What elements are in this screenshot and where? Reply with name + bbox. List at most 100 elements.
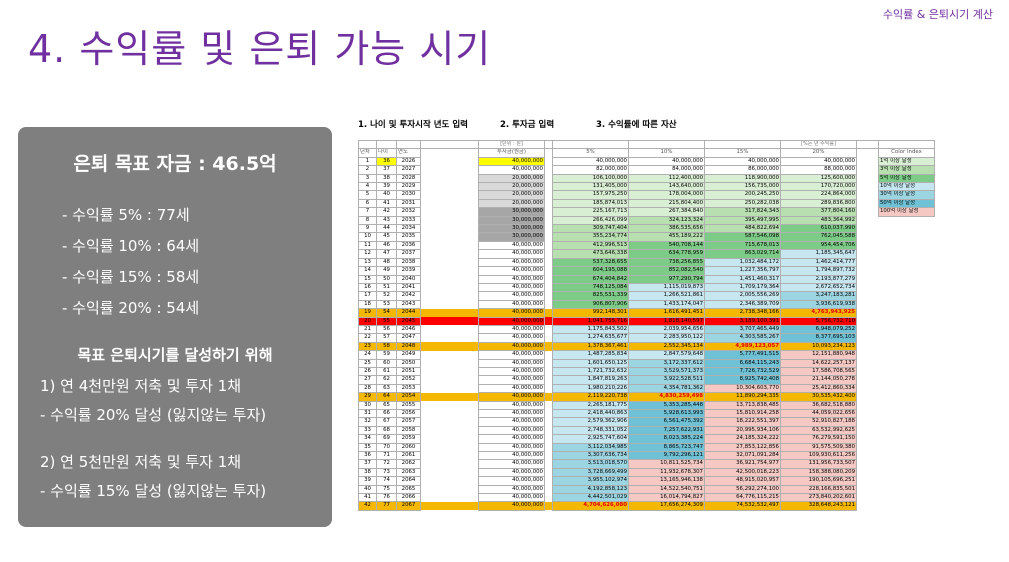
row-investment: 40,000,000 (478, 501, 545, 511)
row-value: 1,032,484,172 (704, 257, 781, 268)
row-age: 53 (376, 299, 397, 310)
table-row: 25 60 2050 40,000,000 1,601,650,125 3,172,337… (358, 358, 935, 368)
row-value: 74,532,532,497 (704, 501, 781, 511)
row-investment: 40,000,000 (478, 451, 545, 461)
row-value: 131,405,000 (552, 182, 629, 192)
row-value: 906,807,906 (552, 299, 629, 310)
row-index: 13 (358, 257, 377, 268)
row-value: 1,601,650,125 (552, 358, 629, 368)
row-value: 24,185,324,222 (704, 434, 781, 444)
summary-box: 은퇴 목표 자금 : 46.5억 - 수익률 5% : 77세 - 수익률 10… (18, 127, 332, 527)
row-value: 8,925,742,408 (704, 375, 781, 385)
row-investment: 40,000,000 (478, 308, 545, 318)
row-value: 1,709,179,364 (704, 282, 781, 293)
row-year: 2032 (396, 207, 421, 217)
row-year: 2060 (396, 442, 421, 453)
row-investment: 40,000,000 (478, 400, 545, 411)
row-value: 674,404,842 (552, 274, 629, 284)
row-investment: 40,000,000 (478, 408, 545, 419)
row-value: 2,925,747,604 (552, 434, 629, 444)
row-year: 2046 (396, 324, 421, 335)
row-investment: 40,000,000 (478, 467, 545, 478)
row-value: 9,792,296,121 (628, 451, 705, 461)
row-year: 2037 (396, 249, 421, 259)
header-year-index: 년차 (358, 148, 377, 158)
table-row: 21 56 2046 40,000,000 1,175,843,502 2,039,954… (358, 324, 935, 335)
row-value: 2,552,345,134 (628, 341, 705, 352)
legend-item: 100억 이상 달성 (878, 207, 935, 217)
row-age: 45 (376, 232, 397, 242)
header-investment: 투자금(원금) (478, 148, 545, 158)
row-value: 4,303,585,267 (704, 333, 781, 343)
row-year: 2056 (396, 408, 421, 419)
row-index: 6 (358, 198, 377, 209)
row-year: 2051 (396, 366, 421, 377)
row-age: 59 (376, 350, 397, 360)
table-row: 27 62 2052 40,000,000 1,847,819,263 3,922,528… (358, 375, 935, 385)
table-row: 14 49 2039 40,000,000 604,195,088 852,082,540… (358, 266, 935, 276)
row-investment: 40,000,000 (478, 240, 545, 251)
row-value: 18,222,551,397 (704, 417, 781, 427)
row-age: 70 (376, 442, 397, 453)
row-value: 106,100,000 (552, 173, 629, 184)
row-value: 10,304,603,770 (704, 383, 781, 394)
row-age: 71 (376, 451, 397, 461)
row-investment: 40,000,000 (478, 266, 545, 276)
row-value: 1,274,635,677 (552, 333, 629, 343)
table-row: 19 54 2044 40,000,000 992,148,301 1,616,491,4… (358, 308, 935, 318)
row-year: 2038 (396, 257, 421, 268)
row-value: 156,735,000 (704, 182, 781, 192)
row-value: 4,354,781,362 (628, 383, 705, 394)
table-row: 36 71 2061 40,000,000 3,307,636,734 9,792,296… (358, 451, 935, 461)
row-value: 30,535,432,400 (780, 392, 857, 402)
row-value: 473,646,338 (552, 249, 629, 259)
row-value: 2,418,440,863 (552, 408, 629, 419)
row-year: 2028 (396, 173, 421, 184)
plan-title: 목표 은퇴시기를 달성하기 위해 (77, 346, 273, 364)
row-index: 27 (358, 375, 377, 385)
row-investment: 40,000,000 (478, 324, 545, 335)
row-value: 131,956,733,507 (780, 459, 857, 469)
row-year: 2040 (396, 274, 421, 284)
unit-left: [단위 : 원] (478, 139, 545, 150)
row-value: 112,400,000 (628, 173, 705, 184)
row-age: 57 (376, 333, 397, 343)
table-row: 41 76 2066 40,000,000 4,442,501,029 16,014,79… (358, 493, 935, 503)
row-age: 64 (376, 392, 397, 402)
row-value: 15,810,914,258 (704, 408, 781, 419)
row-year: 2066 (396, 493, 421, 503)
row-investment: 40,000,000 (478, 257, 545, 268)
row-value: 3,955,102,974 (552, 476, 629, 486)
table-row: 17 52 2042 40,000,000 825,531,339 1,266,521,8… (358, 291, 935, 301)
row-value: 1,185,345,647 (780, 249, 857, 259)
row-value: 63,532,992,625 (780, 425, 857, 436)
row-value: 4,763,943,925 (780, 308, 857, 318)
row-value: 52,910,827,188 (780, 417, 857, 427)
row-age: 72 (376, 459, 397, 469)
row-index: 40 (358, 484, 377, 495)
row-value: 25,412,860,334 (780, 383, 857, 394)
row-investment: 40,000,000 (478, 156, 545, 167)
table-row: 34 69 2059 40,000,000 2,925,747,604 8,023,385… (358, 434, 935, 444)
row-value: 863,029,714 (704, 249, 781, 259)
row-value: 273,840,202,601 (780, 493, 857, 503)
row-year: 2052 (396, 375, 421, 385)
row-value: 4,442,501,029 (552, 493, 629, 503)
row-value: 170,720,000 (780, 182, 857, 192)
row-value: 2,039,954,656 (628, 324, 705, 335)
row-year: 2063 (396, 467, 421, 478)
row-value: 143,640,000 (628, 182, 705, 192)
row-value: 1,227,356,797 (704, 266, 781, 276)
row-index: 1 (358, 156, 377, 167)
row-year: 2042 (396, 291, 421, 301)
row-value: 825,531,339 (552, 291, 629, 301)
row-investment: 40,000,000 (478, 476, 545, 486)
table-row: 12 47 2037 40,000,000 473,646,338 634,778,959… (358, 249, 935, 259)
step2-label: 2. 투자금 입력 (500, 120, 555, 130)
row-index: 34 (358, 434, 377, 444)
row-value: 2,748,331,052 (552, 425, 629, 436)
row-age: 36 (376, 156, 397, 167)
row-value: 8,865,723,747 (628, 442, 705, 453)
table-row: 26 61 2051 40,000,000 1,721,732,632 3,529,571… (358, 366, 935, 377)
row-index: 31 (358, 408, 377, 419)
